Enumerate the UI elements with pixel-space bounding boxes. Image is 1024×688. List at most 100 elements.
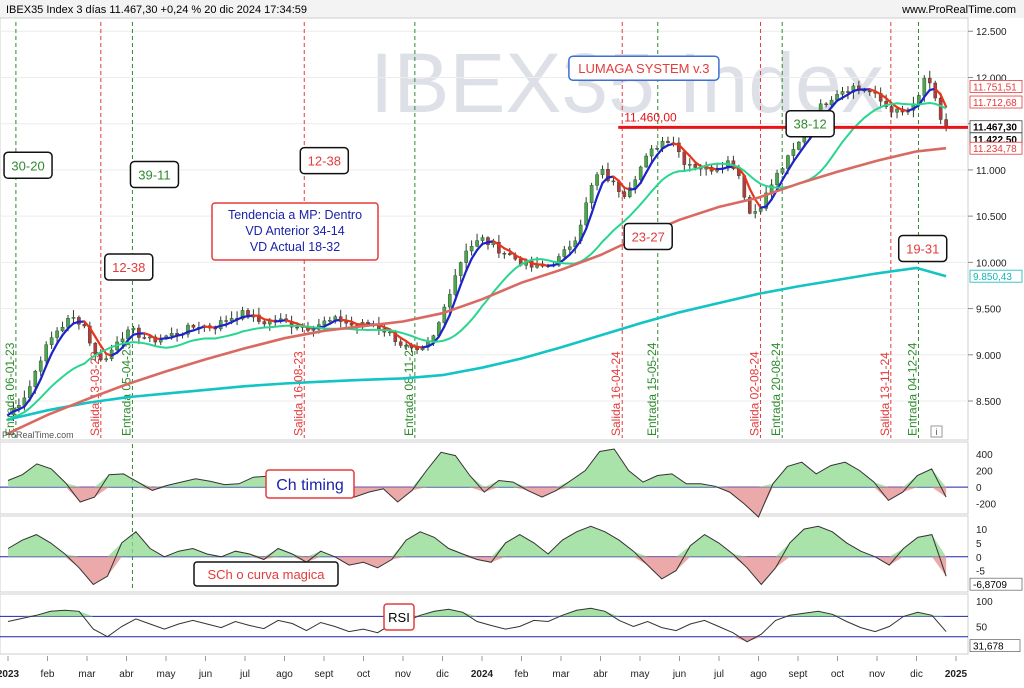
xtick-label: dic [436, 669, 449, 680]
xtick-label: oct [831, 669, 845, 680]
xtick-label: jun [198, 669, 212, 680]
candle-body [388, 332, 391, 333]
signal-label: Salida 16-04-24 [609, 351, 623, 436]
candle-body [568, 247, 571, 250]
xtick-label: mar [552, 669, 570, 680]
candle-body [481, 238, 484, 241]
annotation-label: 19-31 [906, 241, 939, 256]
signal-label: Entrada 20-08-24 [769, 342, 783, 436]
signal-label: Entrada 08-11-23 [402, 343, 416, 436]
annotation-label: 38-12 [794, 117, 827, 132]
candle-body [94, 343, 97, 353]
candle-body [754, 211, 757, 213]
annotation-label: 23-27 [632, 229, 665, 244]
chtiming-ytick-label: 400 [976, 450, 993, 461]
value-label: 11.712,68 [973, 98, 1017, 109]
candle-body [797, 142, 800, 149]
candle-body [868, 91, 871, 92]
candle-body [928, 78, 931, 83]
candle-body [323, 321, 326, 325]
info-line-1: Tendencia a MP: Dentro [228, 208, 362, 222]
candle-body [503, 253, 506, 254]
xtick-label: ago [276, 669, 293, 680]
candle-body [825, 104, 828, 105]
candle-body [350, 323, 353, 325]
price-ytick-label: 10.500 [976, 212, 1007, 223]
signal-label: Salida 16-08-23 [291, 351, 305, 436]
candle-body [459, 263, 462, 276]
xtick-label: dic [910, 669, 923, 680]
candle-body [39, 361, 42, 371]
candle-body [105, 359, 108, 360]
candle-body [443, 307, 446, 323]
candle-body [786, 156, 789, 169]
signal-label: Salida 02-08-24 [747, 351, 761, 436]
header-site: www.ProRealTime.com [901, 4, 1016, 16]
candle-body [923, 78, 926, 95]
candle-body [99, 354, 102, 360]
annotation-label: 39-11 [138, 168, 170, 183]
xtick-label: jul [713, 669, 724, 680]
candle-body [475, 241, 478, 247]
sch-last-value: -6,8709 [973, 580, 1007, 591]
candle-body [895, 109, 898, 112]
annotation-label: 12-38 [308, 154, 341, 169]
info-icon-glyph[interactable]: i [936, 427, 938, 437]
price-ytick-label: 10.000 [976, 258, 1007, 269]
candle-body [623, 192, 626, 197]
candle-body [775, 173, 778, 185]
candle-body [590, 185, 593, 202]
candle-body [470, 246, 473, 251]
candle-body [399, 342, 402, 346]
candle-body [61, 327, 64, 331]
sch-ytick-label: 10 [976, 525, 988, 536]
candle-body [508, 253, 511, 254]
price-ytick-label: 8.500 [976, 397, 1001, 408]
candle-body [563, 250, 566, 257]
chtiming-ytick-label: 200 [976, 467, 993, 478]
candle-body [34, 371, 37, 386]
candle-body [803, 137, 806, 142]
candle-body [345, 322, 348, 324]
xtick-label: mar [78, 669, 96, 680]
annotation-label: LUMAGA SYSTEM v.3 [578, 61, 709, 76]
xtick-label: 2024 [471, 669, 494, 680]
chtiming-title: Ch timing [266, 470, 354, 498]
candle-body [666, 141, 669, 143]
value-label: 11.751,51 [973, 82, 1017, 93]
xtick-label: sept [789, 669, 808, 680]
candle-body [585, 203, 588, 225]
candle-body [45, 345, 48, 361]
candle-body [55, 331, 58, 338]
xtick-label: jul [239, 669, 250, 680]
info-icon[interactable]: i [931, 426, 942, 437]
candle-body [759, 208, 762, 211]
price-ytick-label: 9.000 [976, 351, 1001, 362]
candle-body [841, 92, 844, 95]
candle-body [694, 164, 697, 167]
xtick-label: jun [672, 669, 686, 680]
sch-title: SCh o curva magica [194, 562, 338, 586]
candle-body [939, 98, 942, 120]
candle-body [225, 321, 228, 322]
candle-body [645, 156, 648, 167]
rsi-ytick-label: 100 [976, 597, 993, 608]
price-ytick-label: 9.500 [976, 305, 1001, 316]
resistance-label: 11.460,00 [624, 110, 677, 124]
candle-body [132, 328, 135, 330]
header-title: IBEX35 Index 3 días 11.467,30 +0,24 % 20… [6, 4, 307, 16]
brand-small: ProRealTime.com [2, 430, 74, 440]
xtick-label: may [631, 669, 650, 680]
sch-ytick-label: 5 [976, 539, 982, 550]
candle-body [295, 327, 298, 328]
signal-label: Entrada 05-04-23 [119, 342, 133, 436]
candle-body [639, 167, 642, 180]
candle-body [595, 175, 598, 186]
candle-body [263, 322, 266, 324]
candle-body [890, 107, 893, 113]
signal-label: Entrada 06-01-23 [3, 342, 17, 436]
xtick-label: oct [357, 669, 371, 680]
signal-label: Salida 13-11-24 [878, 352, 892, 436]
